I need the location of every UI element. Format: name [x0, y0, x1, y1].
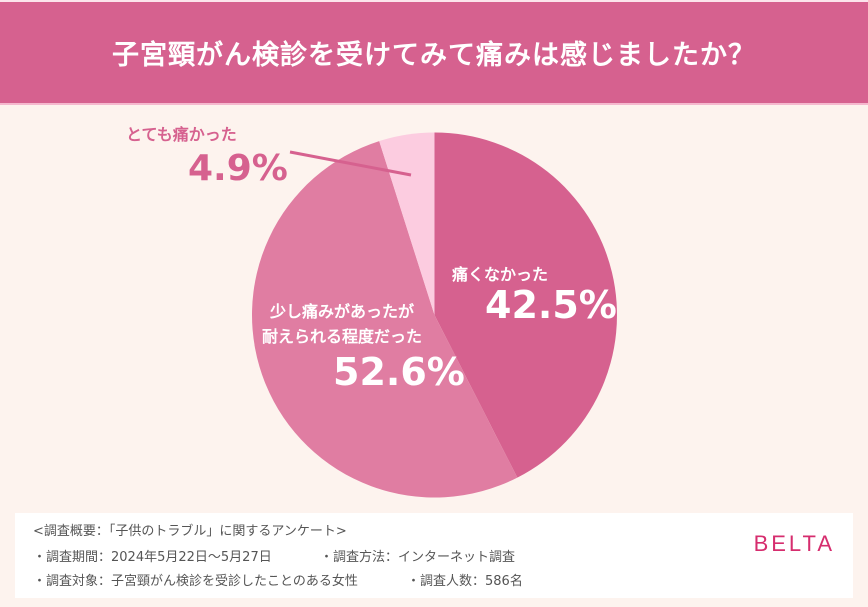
slice-not-painful	[434, 132, 617, 478]
slice-slightly-painful	[252, 141, 518, 498]
survey-target: ・調査対象：子宮頸がん検診を受診したことのある女性	[33, 574, 358, 589]
survey-method: ・調査方法：インターネット調査	[320, 550, 516, 565]
chart-title: 子宮頸がん検診を受けてみて痛みは感じましたか？	[112, 40, 756, 71]
label-not-painful: 痛くなかった	[452, 265, 549, 284]
survey-period: ・調査期間：2024年5月22日〜5月27日	[33, 550, 272, 565]
title-banner: 子宮頸がん検診を受けてみて痛みは感じましたか？	[0, 2, 868, 105]
pct-very-painful: 4.9%	[188, 148, 288, 189]
slice-very-painful	[379, 132, 435, 315]
survey-overview: <調査概要：「子供のトラブル」に関するアンケート>	[33, 524, 347, 539]
label-slightly-line1: 少し痛みがあったが	[270, 302, 415, 321]
survey-count: ・調査人数：586名	[407, 574, 523, 589]
brand-logo: BELTA	[753, 531, 835, 556]
label-very-painful: とても痛かった	[126, 125, 237, 144]
top-accent-line	[0, 0, 868, 2]
leader-line	[289, 150, 412, 177]
survey-info-box: <調査概要：「子供のトラブル」に関するアンケート> ・調査期間：2024年5月2…	[15, 513, 853, 598]
pct-not-painful: 42.5%	[485, 283, 617, 327]
label-slightly-line2: 耐えられる程度だった	[262, 327, 423, 346]
pct-slightly: 52.6%	[333, 350, 465, 394]
